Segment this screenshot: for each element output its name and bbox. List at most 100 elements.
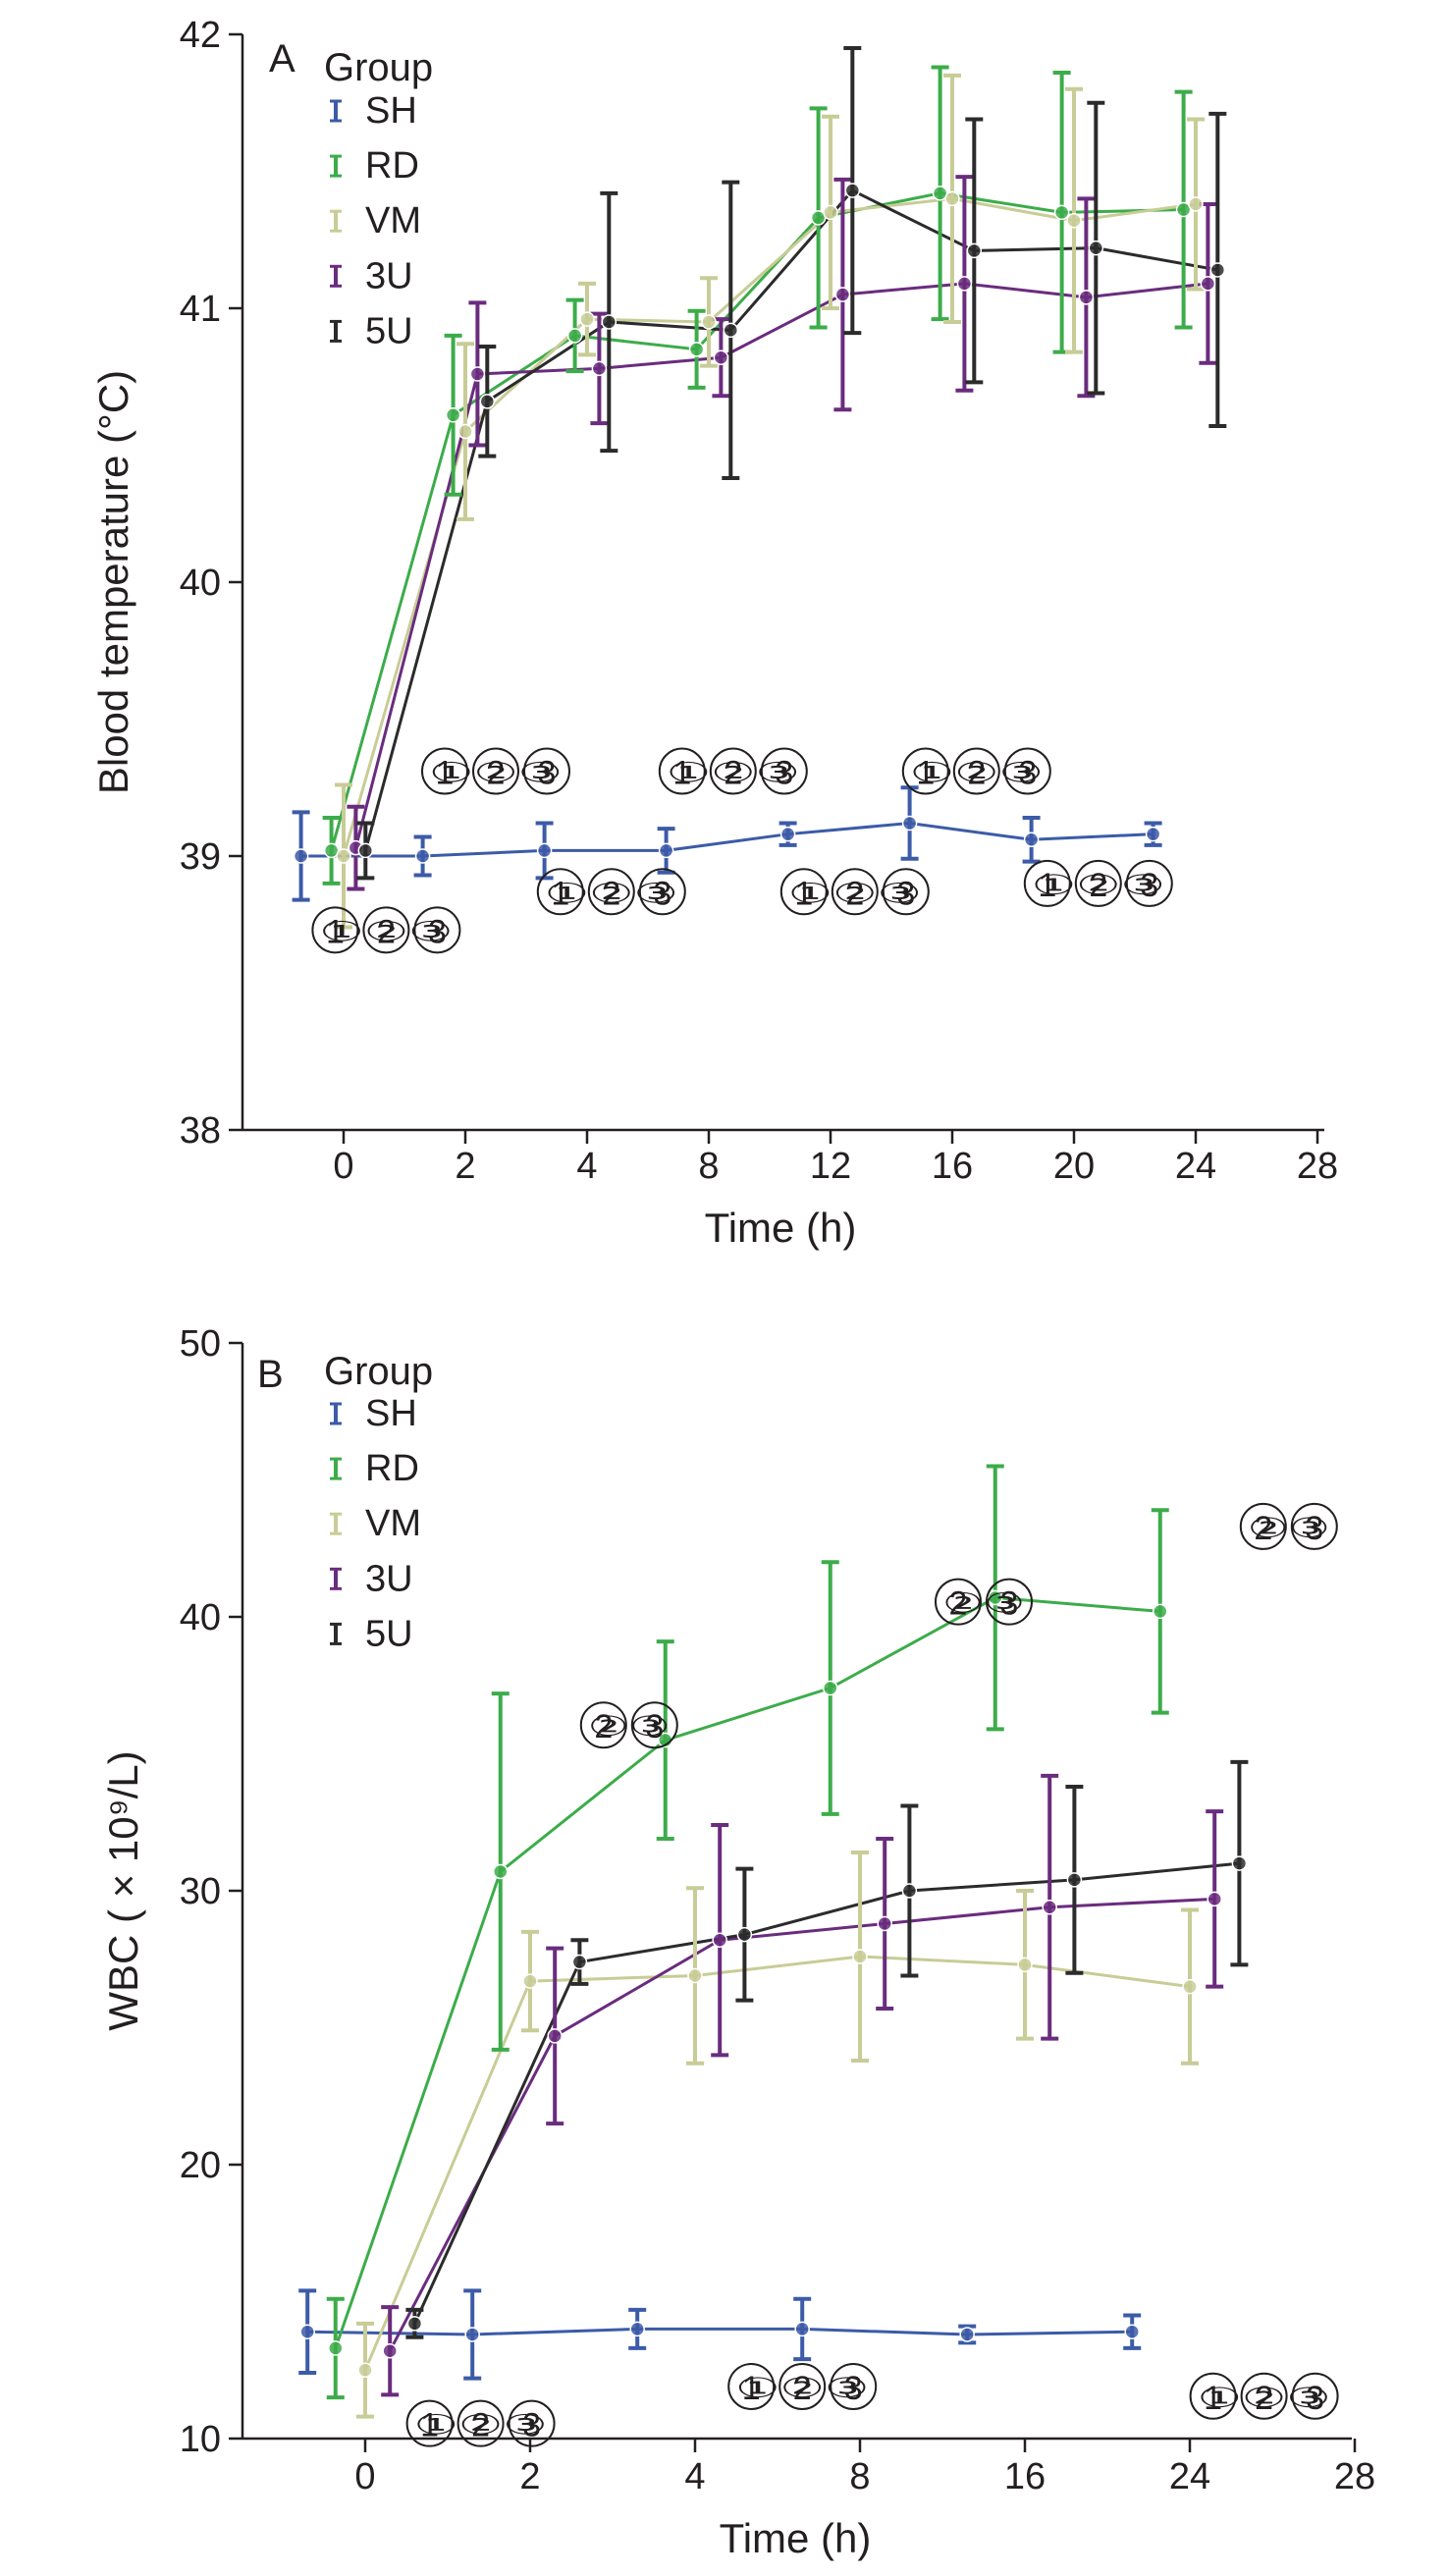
panel-a-data-point-vm — [1188, 196, 1204, 212]
panel-a-legend-label-sh: SH — [365, 90, 417, 132]
panel-a-data-point-rd — [688, 342, 705, 357]
panel-a-annotation-digit: 2 — [724, 755, 742, 792]
panel-a-data-point-vm — [944, 190, 960, 207]
panel-b-annotation-digit: 1 — [1204, 2380, 1222, 2417]
panel-a-x-tick-label: 24 — [1175, 1146, 1216, 1187]
panel-b-annotation-ring — [727, 2362, 776, 2410]
panel-b-x-tick-label: 28 — [1334, 2456, 1375, 2497]
panel-a-annotation-digit: 3 — [653, 875, 671, 912]
panel-a-annotation-digit: 3 — [538, 755, 557, 792]
panel-a-series-line-rd — [330, 191, 1184, 851]
panel-a-data-point-3u — [1200, 276, 1216, 292]
panel-b-data-point-5u — [1066, 1872, 1083, 1888]
panel-b-y-tick-label: 20 — [180, 2145, 221, 2186]
panel-b-annotation: ②③ — [588, 1711, 671, 1742]
panel-a-series-line-sh — [300, 822, 1154, 858]
panel-a-data-point-vm — [336, 848, 351, 864]
panel-b-annotation: ②③ — [1248, 1513, 1330, 1543]
panel-a-data-point-vm — [579, 311, 595, 327]
panel-a-legend-label-3u: 3U — [365, 255, 413, 296]
panel-a-annotation-ring — [760, 747, 808, 795]
panel-b-x-tick-label: 16 — [1004, 2456, 1046, 2497]
panel-a-data-point-3u — [591, 360, 608, 377]
panel-a-annotation: ①②③ — [1032, 870, 1165, 900]
panel-a-data-point-5u — [479, 394, 496, 409]
panel-b-data-point-rd — [493, 1863, 509, 1880]
panel-b-data-point-rd — [328, 2340, 344, 2356]
panel-a-annotation-digit: 3 — [428, 913, 447, 950]
panel-b-annotation-ring — [1189, 2372, 1237, 2420]
panel-b-annotation-ring — [986, 1578, 1033, 1626]
panel-b-annotation: ①②③ — [414, 2410, 548, 2441]
panel-a-data-point-rd — [932, 186, 948, 201]
panel-a-annotation-ring — [952, 747, 1000, 795]
panel-a-annotation-digit: 1 — [794, 875, 813, 912]
panel-a-data-point-rd — [323, 842, 340, 859]
panel-a-annotation-digit: 1 — [326, 913, 345, 950]
panel-b-data-point-3u — [1042, 1899, 1057, 1915]
panel-a-data-point-sh — [1145, 826, 1161, 842]
panel-b-legend-label-sh: SH — [365, 1393, 417, 1434]
panel-a-data-point-5u — [966, 242, 983, 259]
panel-b-annotation-ring — [405, 2399, 454, 2447]
panel-b-annotation-digit: 2 — [471, 2407, 490, 2444]
panel-a-data-point-5u — [1209, 262, 1226, 278]
panel-b-data-point-3u — [382, 2342, 398, 2359]
panel-b-data-point-3u — [877, 1915, 892, 1932]
panel-a-x-tick-label: 2 — [455, 1146, 475, 1187]
panel-a-annotation-ring — [472, 747, 519, 795]
panel-a-letter: A — [269, 37, 295, 80]
panel-a-annotation-ring — [421, 747, 468, 795]
panel-a-annotation-ring — [523, 747, 570, 795]
panel-b-y-tick-label: 50 — [180, 1323, 221, 1365]
panel-a-annotation-ring — [709, 747, 757, 795]
panel-b-annotation-digit: 2 — [594, 1708, 613, 1745]
panel-a-x-tick-label: 0 — [333, 1146, 353, 1187]
panel-a-points — [293, 183, 1226, 864]
panel-b-x-tick-label: 24 — [1169, 2456, 1210, 2497]
panel-a-annotation-digit: 2 — [967, 755, 986, 792]
panel-b-data-point-3u — [547, 2028, 563, 2044]
panel-b-legend-label-3u: 3U — [365, 1558, 413, 1599]
panel-a-data-point-sh — [779, 826, 796, 842]
panel-a-annotation-digit: 1 — [672, 755, 691, 792]
panel-b-annotation-digit: 3 — [645, 1708, 664, 1745]
panel-b-series-line-sh — [307, 2327, 1133, 2336]
panel-a-data-point-sh — [901, 815, 918, 832]
panel-b-annotation: ①②③ — [1198, 2383, 1331, 2413]
panel-b-annotation-digit: 2 — [1255, 2380, 1273, 2417]
panel-a-x-tick-label: 28 — [1297, 1146, 1338, 1187]
panel-b-annotation-ring — [830, 2362, 878, 2410]
panel-b-data-point-5u — [901, 1883, 918, 1899]
panel-a-annotation-ring — [587, 868, 635, 916]
panel-a-legend: Group SH RD VM 3U 5U — [324, 46, 433, 351]
panel-a-data-point-sh — [1023, 832, 1040, 848]
panel-a-data-point-3u — [1078, 290, 1095, 305]
panel-b-x-tick-label: 2 — [519, 2456, 540, 2497]
panel-a-annotation-digit: 1 — [916, 755, 935, 792]
panel-a-annotation-digit: 1 — [1038, 867, 1056, 904]
panel-a-y-tick-label: 41 — [180, 289, 221, 330]
panel-b-data-point-vm — [522, 1973, 538, 1989]
panel-a-annotation-digit: 3 — [1018, 755, 1037, 792]
panel-a-data-point-5u — [357, 842, 374, 859]
panel-b-annotation-ring — [508, 2399, 556, 2447]
panel-b-points — [299, 1589, 1248, 2378]
panel-a-data-point-rd — [566, 328, 583, 344]
panel-b-annotations: ①②③123②③23①②③123②③23①②③123②③23①②③123②③23… — [405, 1502, 1339, 2447]
panel-b-legend-label-rd: RD — [365, 1448, 419, 1489]
panel-b-x-axis-title: Time (h) — [720, 2515, 872, 2561]
panel-b-annotation-digit: 2 — [1254, 1510, 1272, 1547]
panel-a-annotation-ring — [362, 906, 410, 954]
panel-a-annotation-digit: 2 — [602, 875, 620, 912]
panel-a-data-point-sh — [414, 848, 431, 864]
panel-a-annotation-ring — [638, 868, 686, 916]
panel-a-annotation-ring — [901, 747, 949, 795]
panel-b-annotation-digit: 1 — [420, 2407, 439, 2444]
panel-b-legend-label-vm: VM — [365, 1503, 421, 1544]
panel-a-data-point-rd — [445, 407, 461, 423]
panel-b-x-tick-label: 0 — [354, 2456, 375, 2497]
